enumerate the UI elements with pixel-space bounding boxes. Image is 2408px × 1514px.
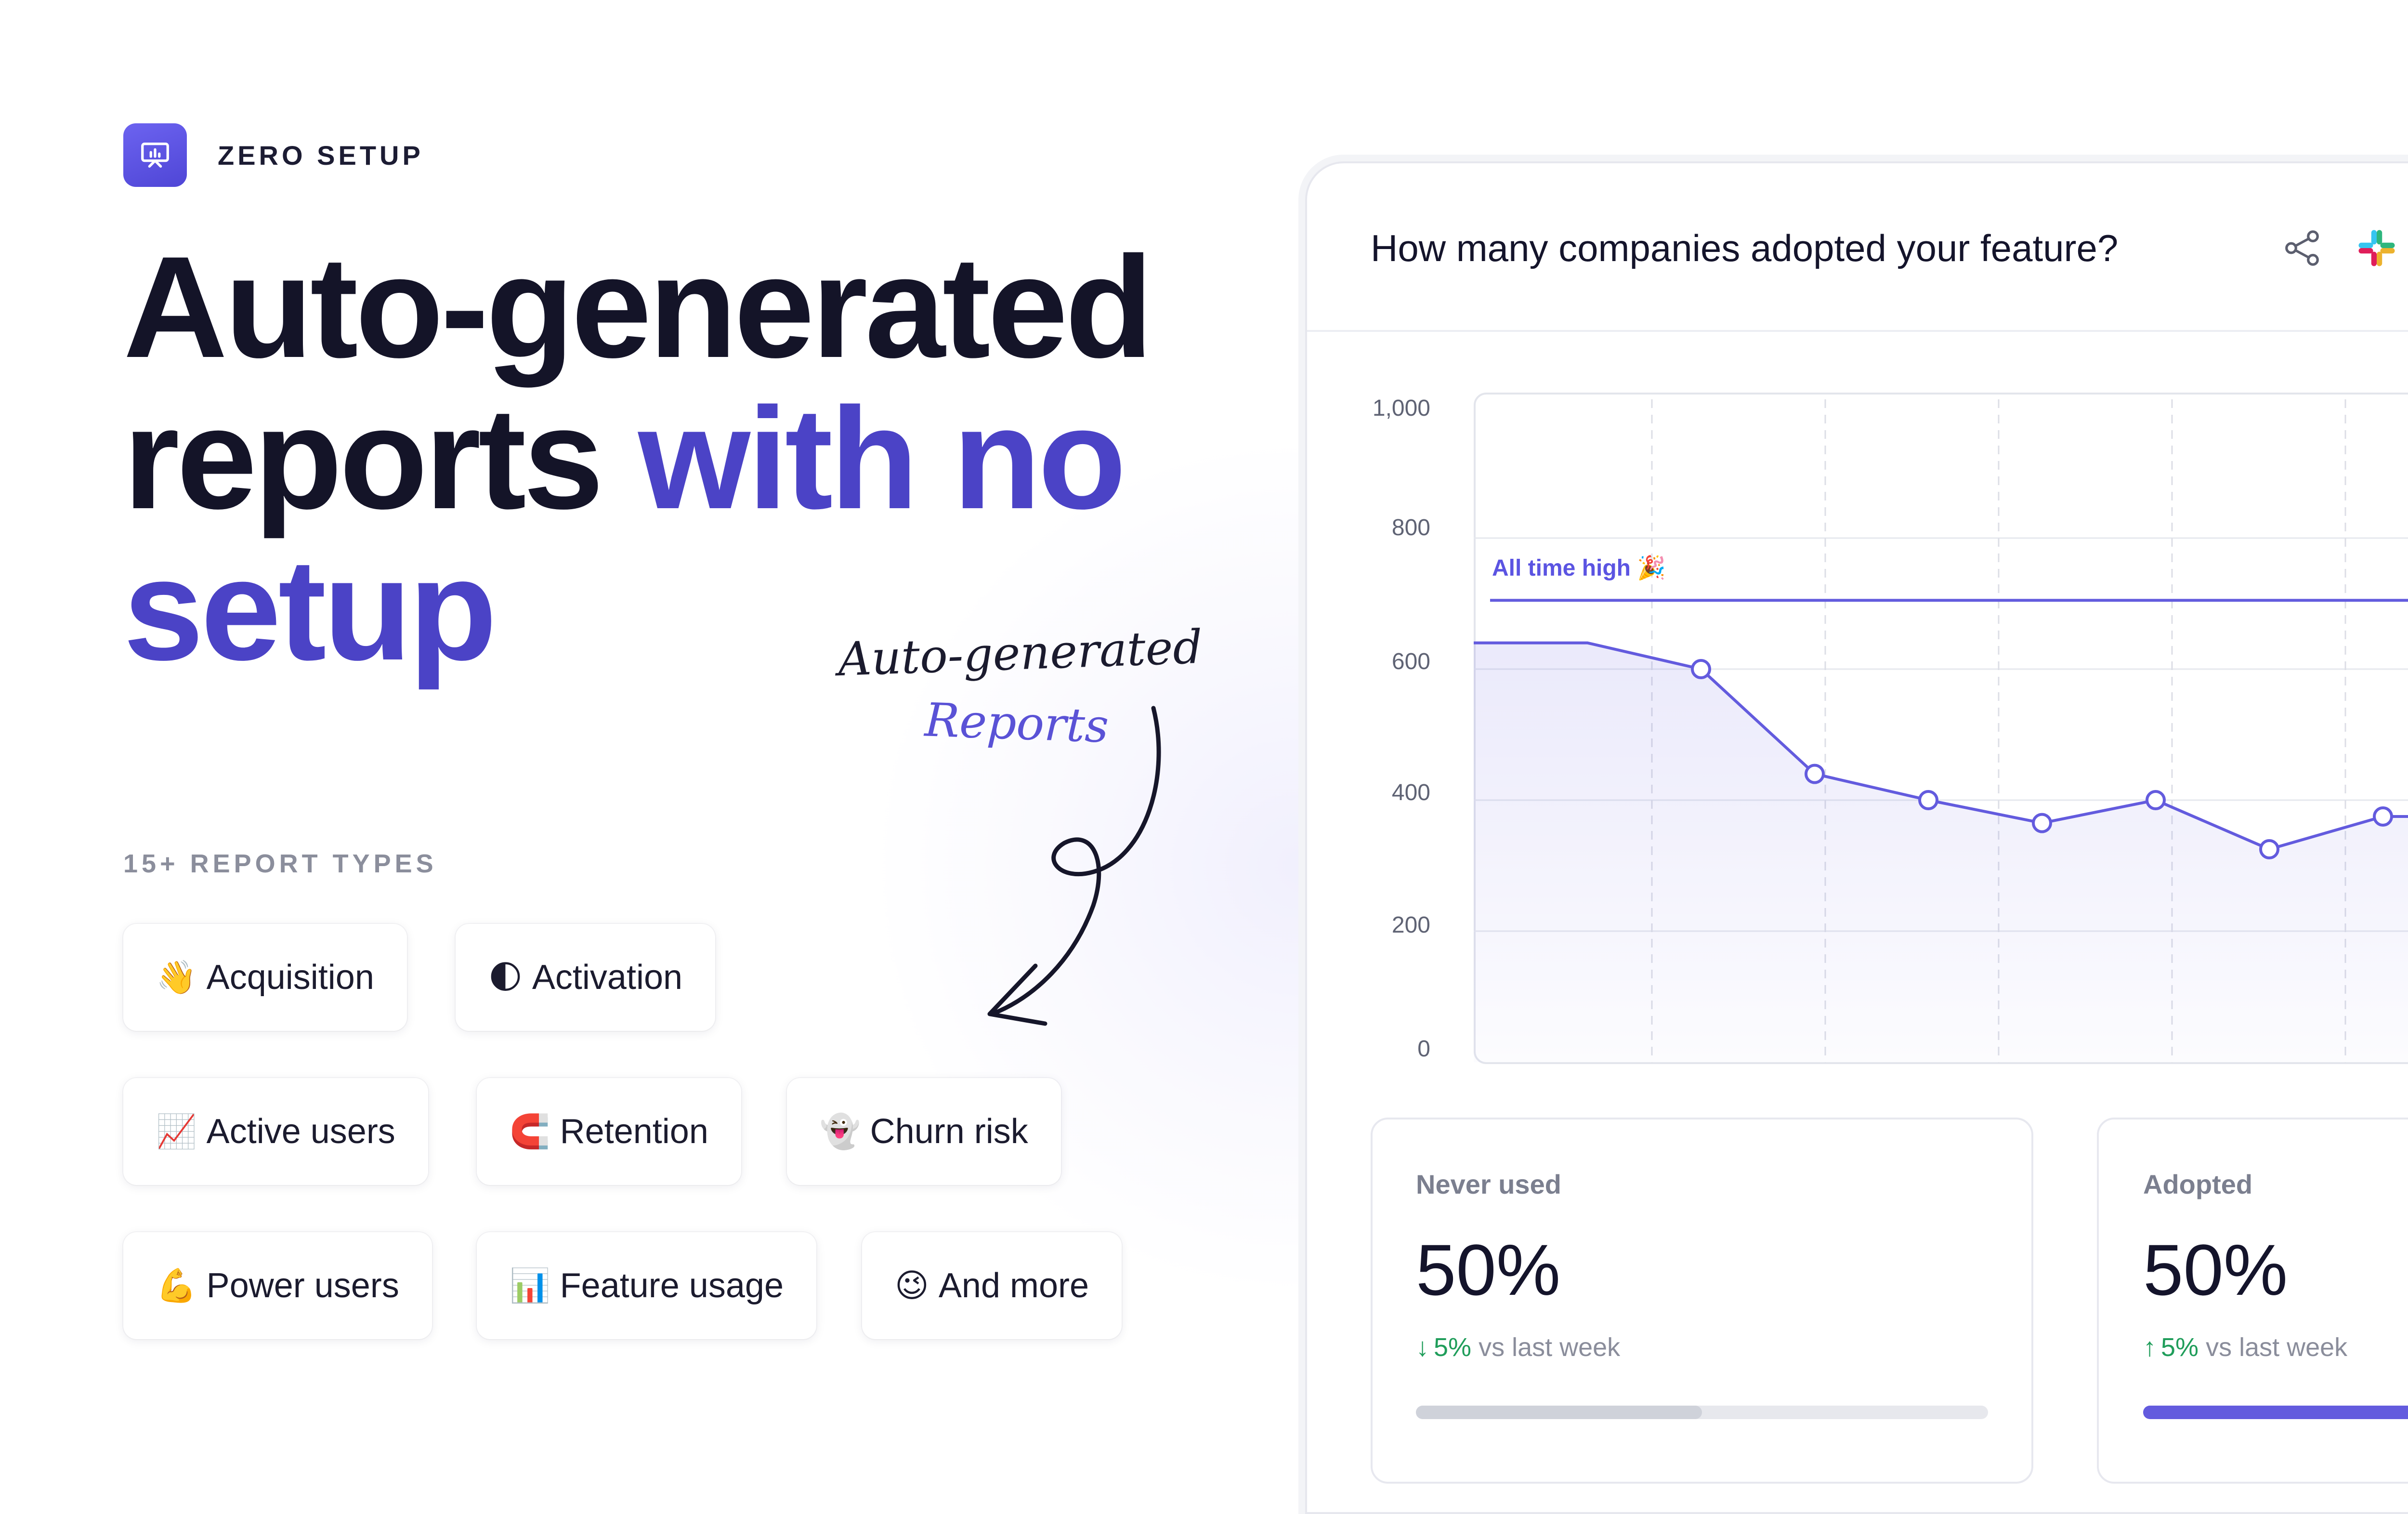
chip-label: Churn risk: [870, 1112, 1028, 1151]
stat-value: 50%: [1416, 1229, 1561, 1310]
share-icon[interactable]: [2280, 226, 2324, 270]
stat-card-never-used: [1371, 1118, 2033, 1484]
y-tick-400: 400: [1391, 780, 1430, 805]
delta-value: 5%: [2161, 1333, 2199, 1362]
progress-fill: [1416, 1406, 1702, 1419]
stat-delta: ↓ 5% vs last week: [1416, 1332, 1620, 1362]
progress-fill: [2143, 1406, 2408, 1419]
slack-icon[interactable]: [2355, 226, 2398, 270]
headline: Auto-generated reports with no setup: [123, 231, 1183, 685]
data-point: [1805, 764, 1825, 784]
stat-card-adopted: [2097, 1118, 2408, 1484]
data-point: [1691, 659, 1711, 679]
chip-label: Active users: [206, 1112, 395, 1151]
y-tick-1000: 1,000: [1372, 395, 1430, 421]
waving-hand-icon: 👋: [156, 959, 197, 997]
arrow-up-icon: ↑: [2143, 1333, 2156, 1362]
chip-label: Acquisition: [206, 958, 374, 997]
magnet-icon: 🧲: [510, 1113, 550, 1151]
bar-chart-icon: 📊: [510, 1267, 550, 1305]
chip-power-users[interactable]: 💪 Power users: [123, 1232, 432, 1339]
data-point: [1918, 790, 1938, 810]
headline-line2: reports: [123, 377, 638, 539]
presentation-chart-icon: [123, 123, 187, 187]
ghost-icon: 👻: [820, 1113, 861, 1151]
headline-line1: Auto-generated: [123, 226, 1153, 388]
chip-activation[interactable]: 🌓 Activation: [456, 924, 716, 1031]
delta-suffix: vs last week: [2206, 1333, 2348, 1362]
data-point: [2259, 839, 2279, 859]
progress-track: [2143, 1406, 2408, 1419]
chip-label: And more: [938, 1266, 1089, 1305]
winking-face-icon: 😉: [895, 1266, 929, 1305]
stat-label: Never used: [1416, 1169, 1561, 1199]
stat-delta: ↑ 5% vs last week: [2143, 1332, 2347, 1362]
chip-label: Power users: [206, 1266, 399, 1305]
chip-label: Activation: [532, 958, 683, 997]
section-label: ZERO SETUP: [218, 140, 424, 171]
data-point: [2032, 813, 2052, 833]
chart-increasing-icon: 📈: [156, 1113, 197, 1151]
series-line: [1474, 641, 2408, 851]
progress-track: [1416, 1406, 1988, 1419]
chip-retention[interactable]: 🧲 Retention: [477, 1078, 741, 1185]
chip-churn-risk[interactable]: 👻 Churn risk: [787, 1078, 1061, 1185]
headline-line3: setup: [123, 528, 497, 690]
chip-and-more[interactable]: 😉 And more: [862, 1232, 1122, 1339]
data-point: [2146, 790, 2166, 810]
delta-value: 5%: [1434, 1333, 1472, 1362]
adoption-chart: [1474, 393, 2408, 1064]
stat-value: 50%: [2143, 1229, 2288, 1310]
report-types-label: 15+ REPORT TYPES: [123, 849, 437, 878]
chip-feature-usage[interactable]: 📊 Feature usage: [477, 1232, 816, 1339]
curved-arrow-icon: [987, 706, 1161, 1026]
card-divider: [1307, 330, 2408, 332]
chip-acquisition[interactable]: 👋 Acquisition: [123, 924, 407, 1031]
area-fill: [1474, 643, 2408, 1062]
half-moon-icon: 🌓: [488, 958, 523, 997]
all-time-high-label: All time high 🎉: [1492, 555, 1666, 581]
report-card-title: How many companies adopted your feature?: [1371, 227, 2119, 269]
chip-active-users[interactable]: 📈 Active users: [123, 1078, 428, 1185]
flexed-biceps-icon: 💪: [156, 1267, 197, 1305]
y-tick-600: 600: [1391, 649, 1430, 674]
data-point: [2373, 806, 2393, 827]
y-tick-200: 200: [1391, 912, 1430, 938]
stat-label: Adopted: [2143, 1169, 2253, 1199]
y-tick-0: 0: [1417, 1036, 1430, 1062]
delta-suffix: vs last week: [1479, 1333, 1621, 1362]
headline-accent: with no: [638, 377, 1126, 539]
y-tick-800: 800: [1391, 515, 1430, 540]
arrow-down-icon: ↓: [1416, 1333, 1429, 1362]
chip-label: Retention: [560, 1112, 708, 1151]
chip-label: Feature usage: [560, 1266, 784, 1305]
